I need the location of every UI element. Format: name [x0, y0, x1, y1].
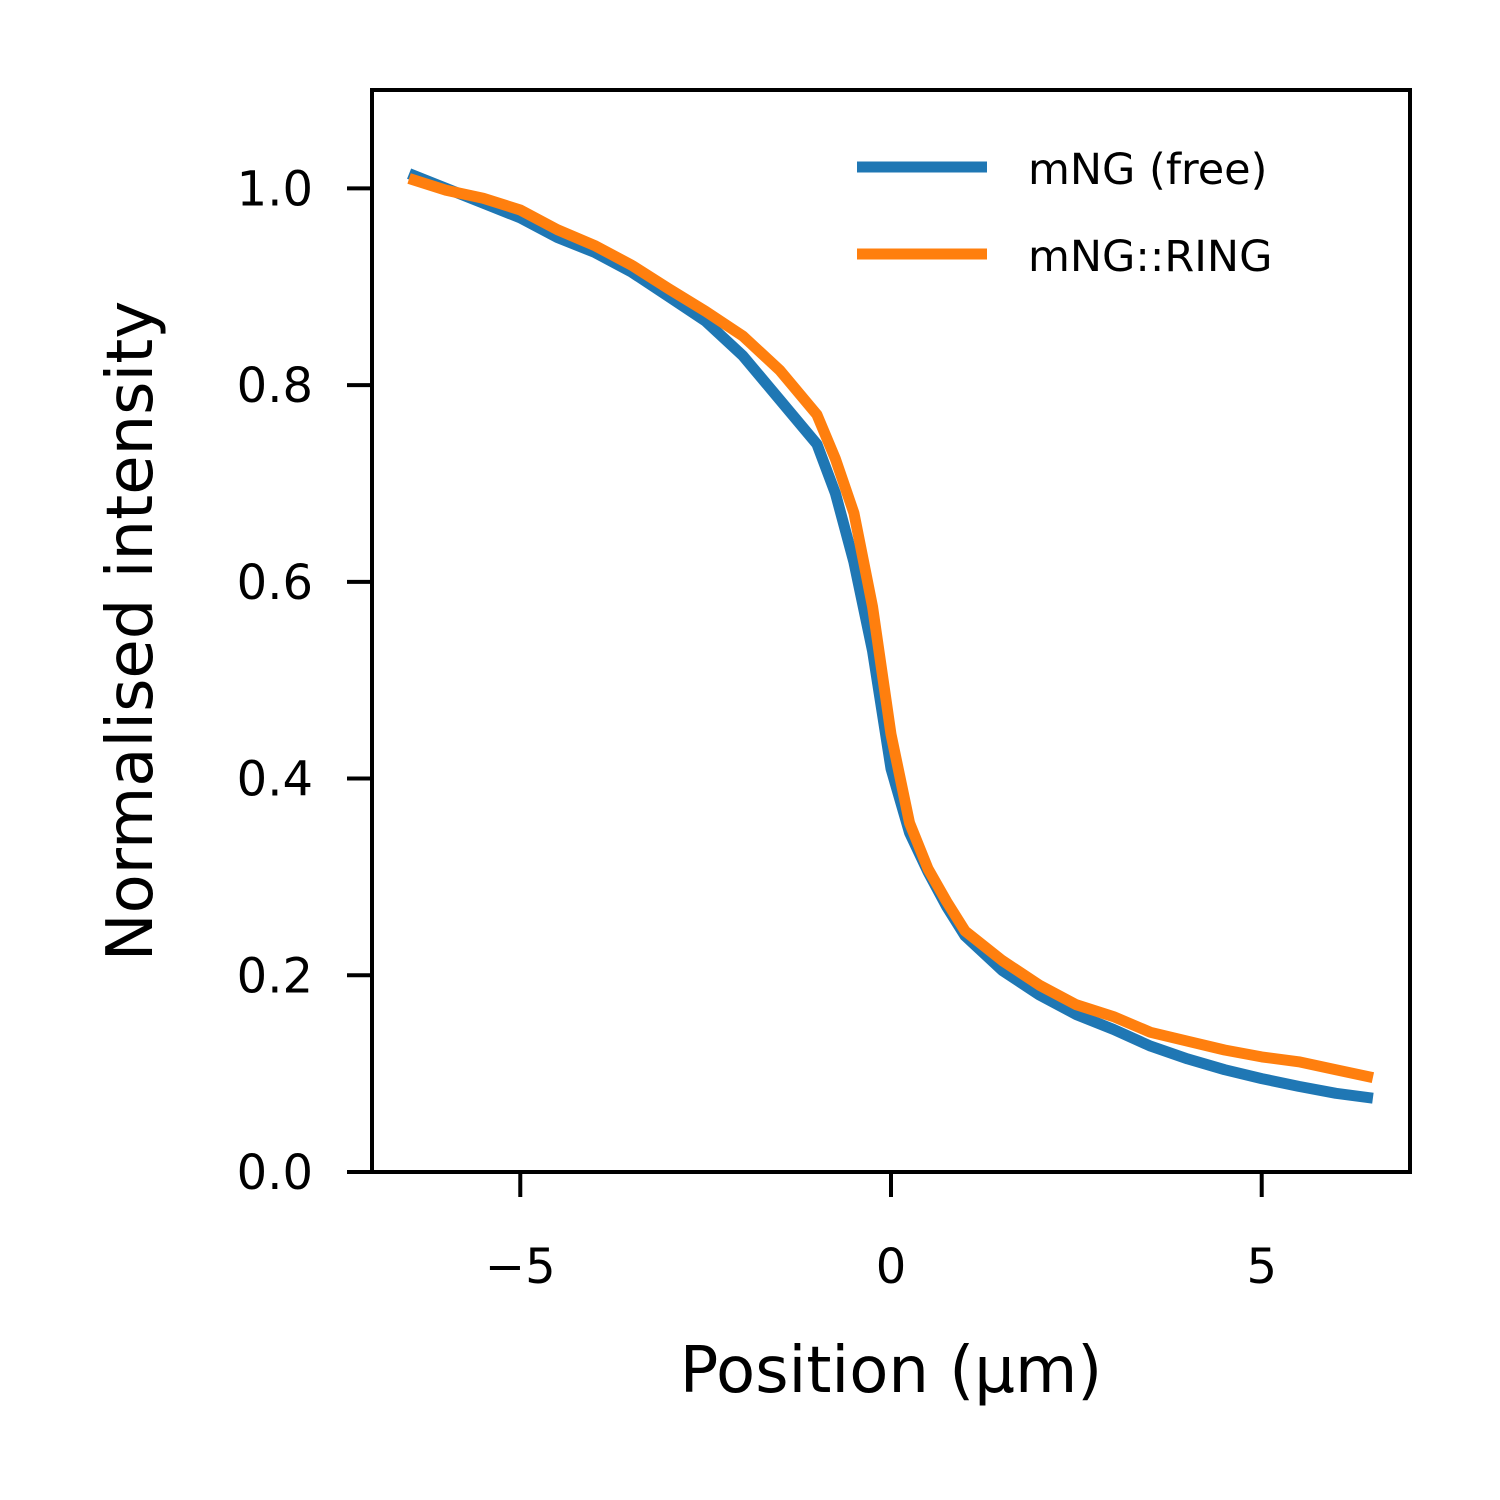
x-axis-ticks: −5 0 5	[485, 1172, 1277, 1295]
series-line-2	[407, 173, 1375, 1083]
y-tick-label: 0.0	[237, 1145, 313, 1201]
series-line-1	[407, 168, 1374, 1104]
y-tick-label: 1.0	[237, 161, 313, 217]
x-axis-label: Position (µm)	[680, 1334, 1103, 1408]
y-tick-label: 0.2	[237, 948, 313, 1004]
y-tick-label: 0.6	[237, 555, 313, 611]
legend-label-1: mNG (free)	[1028, 145, 1267, 195]
y-tick-label: 0.8	[237, 358, 313, 414]
x-tick-label: −5	[485, 1239, 556, 1295]
y-axis-label: Normalised intensity	[94, 301, 168, 962]
y-tick-label: 0.4	[237, 752, 313, 808]
y-axis-ticks: 0.0 0.2 0.4 0.6 0.8 1.0	[237, 161, 372, 1201]
legend: mNG (free)mNG::RING	[857, 145, 1272, 282]
legend-label-2: mNG::RING	[1028, 232, 1272, 282]
x-tick-label: 0	[876, 1239, 907, 1295]
series-layer	[407, 168, 1375, 1104]
x-tick-label: 5	[1246, 1239, 1277, 1295]
